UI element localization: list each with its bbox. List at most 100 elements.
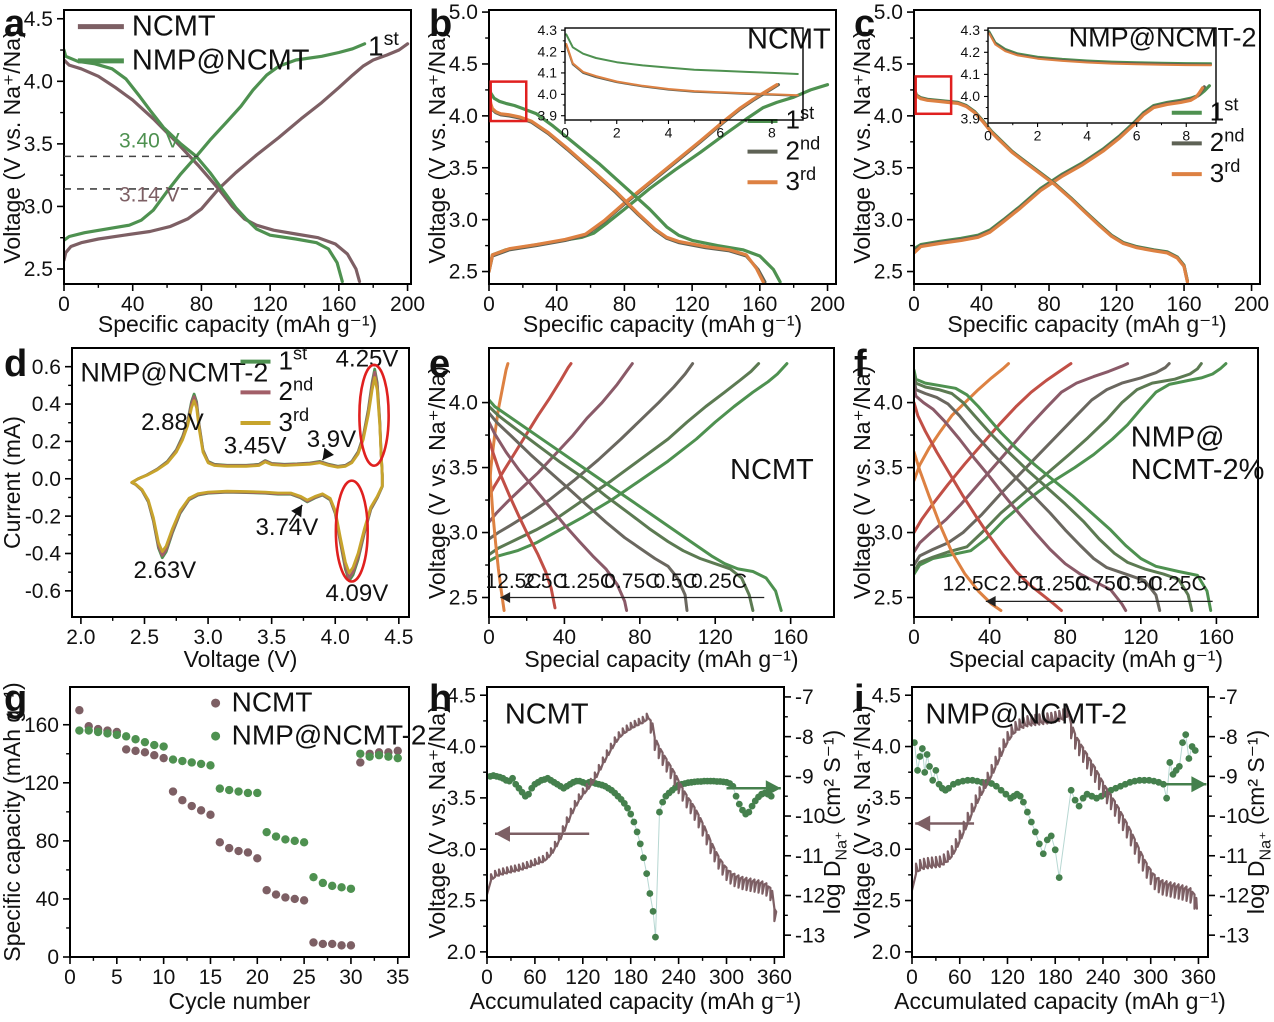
svg-text:Voltage (V vs. Na⁺/Na): Voltage (V vs. Na⁺/Na)	[850, 366, 875, 599]
svg-text:10: 10	[152, 966, 175, 989]
svg-text:3.9: 3.9	[961, 110, 981, 126]
svg-text:2.0: 2.0	[66, 626, 95, 649]
svg-text:-7: -7	[795, 686, 814, 709]
svg-text:2.5: 2.5	[872, 890, 901, 913]
svg-text:g: g	[4, 678, 27, 720]
svg-text:NCMT-2%: NCMT-2%	[1131, 454, 1265, 486]
svg-text:0.6: 0.6	[32, 356, 61, 379]
svg-text:120: 120	[698, 626, 733, 649]
svg-text:120: 120	[990, 966, 1025, 989]
svg-text:Voltage (V vs. Na⁺/Na): Voltage (V vs. Na⁺/Na)	[850, 705, 875, 938]
svg-text:0: 0	[64, 966, 76, 989]
svg-text:d: d	[4, 343, 27, 385]
panel-h-chart: 0 60 120 180 240 300 360 2.0 2.5 3.0 3.5 4.0 4.5 -7 -8…	[424, 678, 850, 1014]
svg-text:40: 40	[121, 293, 144, 316]
svg-text:180: 180	[613, 966, 648, 989]
svg-text:6: 6	[1133, 127, 1141, 143]
panel-f-chart: 0 40 80 120 160 2.5 3.0 3.5 4.0 Special capacity …	[849, 343, 1265, 672]
svg-text:4.5: 4.5	[447, 684, 476, 707]
svg-text:0: 0	[906, 966, 918, 989]
svg-text:Voltage (V vs. Na⁺/Na): Voltage (V vs. Na⁺/Na)	[425, 366, 450, 599]
svg-text:-11: -11	[795, 845, 824, 868]
svg-text:0.25C: 0.25C	[1151, 572, 1207, 595]
svg-text:160: 160	[742, 293, 777, 316]
svg-text:2.5: 2.5	[447, 890, 476, 913]
svg-text:160: 160	[773, 626, 808, 649]
svg-text:-12: -12	[795, 885, 825, 908]
svg-text:2.5: 2.5	[24, 258, 53, 281]
svg-text:-9: -9	[1219, 765, 1238, 788]
svg-text:2.5: 2.5	[449, 261, 478, 284]
svg-text:Specific capacity (mAh g⁻¹): Specific capacity (mAh g⁻¹)	[947, 311, 1226, 337]
svg-text:160: 160	[321, 293, 356, 316]
panel-g: 0 5 10 15 20 25 30 35 0 40 80 120 160 Cycle number Spe…	[0, 675, 426, 1017]
svg-text:-8: -8	[795, 726, 814, 749]
svg-text:Voltage (V vs. Na⁺/Na): Voltage (V vs. Na⁺/Na)	[425, 705, 450, 938]
svg-text:1st​: 1st​	[368, 28, 399, 62]
svg-text:1st​: 1st​	[1210, 95, 1239, 127]
svg-text:NMP@NCMT-2: NMP@NCMT-2	[232, 720, 425, 751]
svg-text:5.0: 5.0	[874, 1, 903, 24]
svg-text:0.2: 0.2	[32, 431, 61, 454]
svg-text:3rd​: 3rd​	[279, 405, 310, 437]
svg-text:log DNa⁺​ (cm² S⁻¹): log DNa⁺​ (cm² S⁻¹)	[819, 730, 850, 914]
svg-text:30: 30	[339, 966, 362, 989]
svg-text:4.0: 4.0	[24, 70, 53, 93]
panel-f: 0 40 80 120 160 2.5 3.0 3.5 4.0 Special capacity …	[849, 340, 1274, 675]
svg-text:3.0: 3.0	[449, 209, 478, 232]
panel-h: 0 60 120 180 240 300 360 2.0 2.5 3.0 3.5 4.0 4.5 -7 -8…	[424, 675, 850, 1017]
svg-text:160: 160	[1167, 293, 1202, 316]
svg-text:4.5: 4.5	[449, 53, 478, 76]
svg-text:-11: -11	[1219, 845, 1248, 868]
svg-text:0.75C: 0.75C	[1075, 572, 1131, 595]
svg-text:0: 0	[483, 293, 495, 316]
svg-text:-0.2: -0.2	[25, 505, 61, 528]
svg-text:40: 40	[545, 293, 568, 316]
svg-text:2.5: 2.5	[874, 261, 903, 284]
svg-text:4.1: 4.1	[538, 65, 558, 81]
svg-text:3.0: 3.0	[193, 626, 222, 649]
svg-text:120: 120	[253, 293, 288, 316]
svg-text:40: 40	[978, 626, 1001, 649]
svg-text:NCMT: NCMT	[730, 454, 814, 486]
svg-text:Current (mA): Current (mA)	[0, 416, 25, 549]
svg-text:Voltage (V): Voltage (V)	[184, 646, 298, 672]
svg-text:3.5: 3.5	[872, 787, 901, 810]
svg-text:80: 80	[1054, 626, 1077, 649]
svg-text:4.0: 4.0	[449, 392, 478, 415]
svg-text:12.5C: 12.5C	[485, 570, 541, 593]
svg-text:Special capacity (mAh g⁻¹): Special capacity (mAh g⁻¹)	[524, 646, 798, 672]
svg-text:Special capacity (mAh g⁻¹): Special capacity (mAh g⁻¹)	[949, 646, 1223, 672]
panel-d-chart: 2.0 2.5 3.0 3.5 4.0 4.5 -0.6 -0.4 -0.2 0.0 0.2 0.4 0…	[0, 343, 413, 672]
svg-text:120: 120	[675, 293, 710, 316]
svg-text:80: 80	[613, 293, 636, 316]
svg-text:4.0: 4.0	[447, 736, 476, 759]
svg-text:4.25V: 4.25V	[336, 346, 399, 373]
svg-text:3.0: 3.0	[874, 522, 903, 545]
svg-text:NMP@NCMT-2: NMP@NCMT-2	[925, 699, 1127, 731]
panel-a: 0 40 80 120 160 200 2.5 3.0 3.5 4.0 4.5 Specific ca…	[0, 0, 425, 340]
panel-a-chart: 0 40 80 120 160 200 2.5 3.0 3.5 4.0 4.5 Specific ca…	[0, 3, 425, 337]
svg-text:4: 4	[1083, 127, 1091, 143]
svg-text:240: 240	[1085, 966, 1120, 989]
svg-text:160: 160	[24, 714, 59, 737]
panel-i: 0 60 120 180 240 300 360 2.0 2.5 3.0 3.5 4.0 4.5 -7 -8…	[849, 675, 1274, 1017]
svg-text:4.0: 4.0	[321, 626, 350, 649]
svg-text:4.5: 4.5	[24, 8, 53, 31]
svg-text:4.0: 4.0	[872, 736, 901, 759]
svg-text:0.5C: 0.5C	[1119, 572, 1163, 595]
svg-text:160: 160	[1199, 626, 1234, 649]
svg-text:0: 0	[908, 293, 920, 316]
svg-text:i: i	[854, 678, 865, 720]
svg-text:4.5: 4.5	[872, 684, 901, 707]
svg-text:80: 80	[1037, 293, 1060, 316]
svg-text:0: 0	[561, 124, 569, 140]
panel-b: 0 40 80 120 160 200 2.5 3.0 3.5 4.0 4.5 5.0 Specific…	[424, 0, 850, 340]
svg-text:3.5: 3.5	[449, 157, 478, 180]
svg-text:Voltage (V vs. Na⁺/Na): Voltage (V vs. Na⁺/Na)	[850, 30, 875, 263]
svg-text:0: 0	[58, 293, 70, 316]
svg-text:4: 4	[665, 124, 673, 140]
svg-text:e: e	[429, 343, 450, 385]
svg-text:2.0: 2.0	[872, 941, 901, 964]
